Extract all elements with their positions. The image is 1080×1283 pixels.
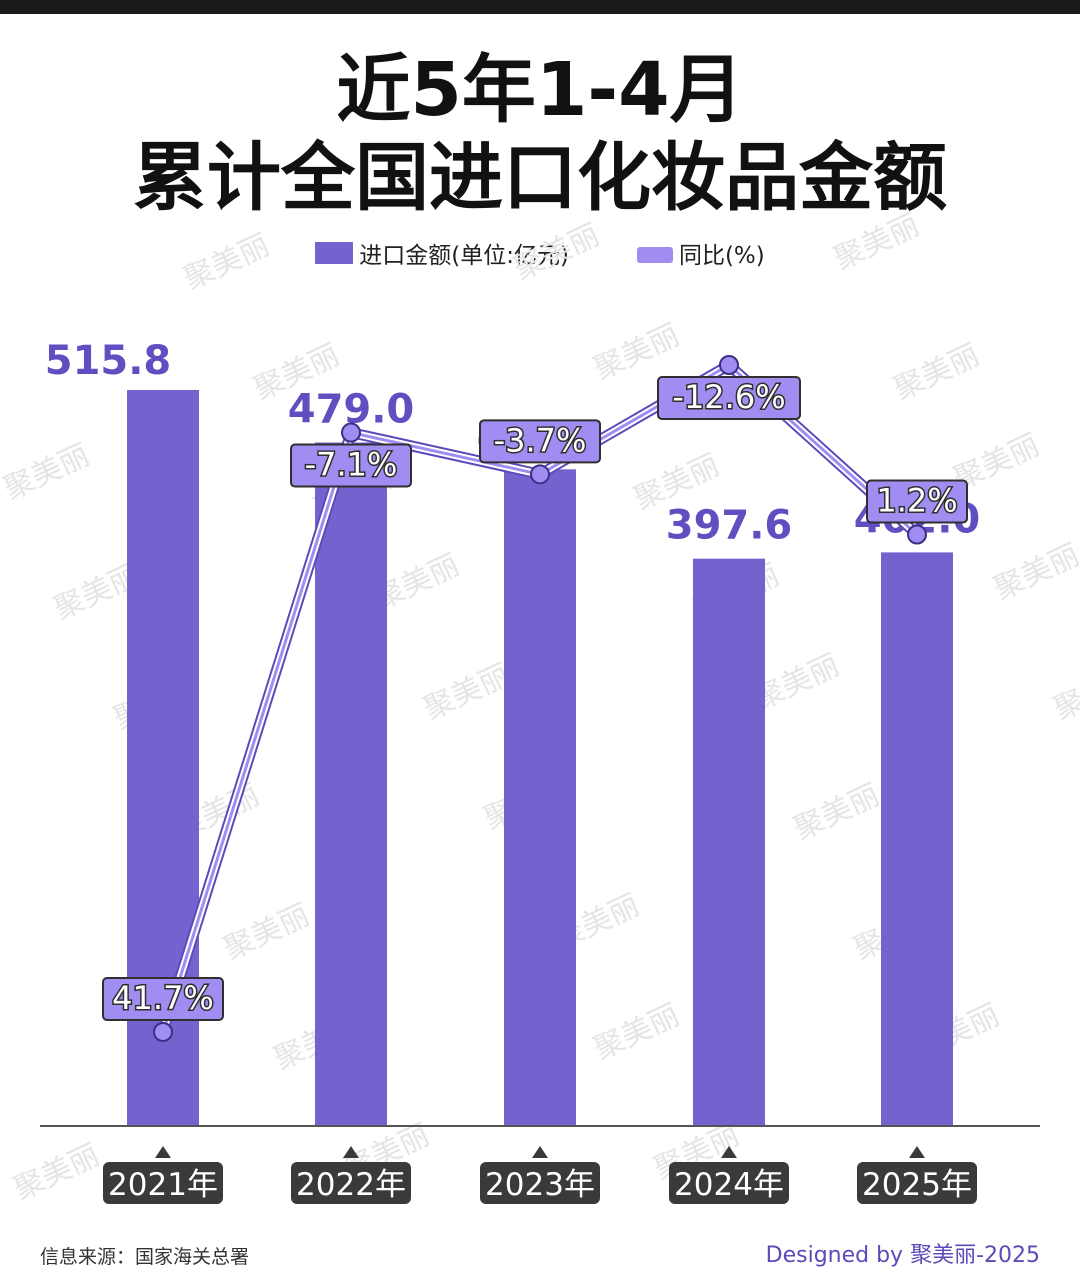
category-pointer [343, 1146, 359, 1158]
category-badge [857, 1162, 977, 1204]
category-pointer [721, 1146, 737, 1158]
watermark-text: 聚美丽 [0, 437, 95, 507]
bar [693, 558, 765, 1126]
bar [315, 442, 387, 1127]
category-pointer [909, 1146, 925, 1158]
legend-item-bar: 进口金额(单位:亿元) [315, 236, 569, 270]
watermark-text: 聚美丽 [9, 1137, 105, 1207]
line-label-box [479, 419, 601, 464]
watermark-text: 聚美丽 [789, 777, 885, 847]
watermark-text: 聚美丽 [989, 537, 1080, 607]
line-value-label: -7.1% [305, 446, 398, 484]
bar-value-label: 515.8 [45, 338, 172, 384]
category-pointer [532, 1146, 548, 1158]
watermark-text: 聚美丽 [589, 997, 685, 1067]
category-label: 2023年 [485, 1167, 595, 1203]
line-point [530, 464, 550, 485]
watermark-text: 聚美丽 [829, 207, 925, 277]
legend-bar-swatch [315, 242, 354, 264]
watermark-text: 聚美丽 [889, 337, 985, 407]
watermark-text: 聚美丽 [1049, 657, 1080, 727]
footer-source: 信息来源：国家海关总署 [40, 1246, 250, 1268]
legend-item-line: 同比(%) [636, 236, 765, 270]
legend-bar-label: 进口金额(单位:亿元) [359, 243, 569, 269]
chart-title: 近5年1-4月 累计全国进口化妆品金额 [0, 46, 1080, 222]
line-label-box [657, 376, 801, 420]
bar [881, 552, 953, 1126]
watermark-text: 聚美丽 [179, 227, 275, 297]
legend-line-label: 同比(%) [678, 243, 765, 269]
category-label: 2022年 [296, 1167, 406, 1203]
line-point [719, 355, 739, 375]
watermark-text: 聚美丽 [419, 657, 515, 727]
category-label: 2024年 [674, 1167, 784, 1203]
title-line-2: 累计全国进口化妆品金额 [133, 135, 947, 221]
category-badge [669, 1162, 789, 1204]
category-badge [291, 1162, 411, 1204]
legend-line-swatch [636, 247, 673, 263]
line-value-label: -12.6% [672, 378, 785, 416]
line-value-label: 41.7% [112, 979, 214, 1017]
category-label: 2025年 [862, 1167, 972, 1203]
footer-credit: Designed by 聚美丽-2025 [765, 1243, 1040, 1268]
bar-value-label: 397.6 [666, 503, 793, 549]
line-label-box [290, 443, 412, 488]
category-badge [480, 1162, 600, 1204]
line-point [153, 1022, 173, 1042]
category-badge [103, 1162, 223, 1204]
watermark-text: 聚美丽 [509, 217, 605, 287]
title-line-1: 近5年1-4月 [336, 47, 744, 133]
line-point [341, 422, 361, 443]
line-label-box [102, 977, 224, 1021]
watermark-text: 聚美丽 [219, 897, 315, 967]
category-label: 2021年 [108, 1167, 218, 1203]
legend: 进口金额(单位:亿元) 同比(%) [0, 236, 1080, 270]
bar [504, 469, 576, 1126]
line-value-label: 1.2% [876, 482, 957, 520]
line-point [907, 524, 927, 545]
line-label-box [866, 479, 968, 524]
top-bar [0, 0, 1080, 14]
line-value-label: -3.7% [494, 421, 587, 459]
category-pointer [155, 1146, 171, 1158]
